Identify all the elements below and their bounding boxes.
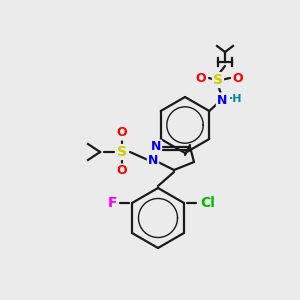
- Text: O: O: [233, 71, 243, 85]
- Text: F: F: [107, 196, 117, 210]
- Text: N: N: [148, 154, 158, 166]
- Text: N: N: [217, 94, 227, 106]
- Text: S: S: [213, 73, 223, 87]
- Text: O: O: [196, 71, 206, 85]
- Text: ·H: ·H: [229, 94, 242, 104]
- Text: O: O: [117, 127, 127, 140]
- Text: O: O: [117, 164, 127, 178]
- Text: N: N: [151, 140, 161, 154]
- Text: S: S: [117, 145, 127, 159]
- Text: Cl: Cl: [200, 196, 215, 210]
